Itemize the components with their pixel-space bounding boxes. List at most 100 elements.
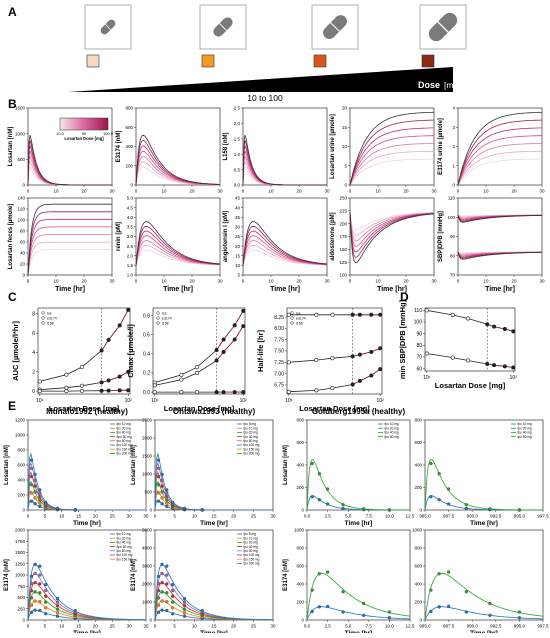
dose-curve [349, 211, 435, 264]
observed-point [29, 499, 34, 503]
x-tick-label: 15 [76, 514, 82, 519]
y-tick-label: 1.0 [234, 152, 241, 157]
observed-point [341, 590, 345, 594]
x-tick-label: 0 [242, 279, 245, 284]
observed-point [33, 490, 37, 494]
series-line-highdose [352, 368, 381, 385]
observed-point [341, 503, 345, 507]
legend-label: fpo 150 mg [244, 557, 260, 561]
data-point [241, 324, 246, 329]
x-tick-label: 30 [539, 279, 545, 284]
observed-point [29, 610, 34, 614]
legend-marker [290, 311, 294, 315]
y-axis-title: Losartan urine [µmole] [330, 114, 336, 179]
observed-point [38, 573, 42, 577]
data-point [330, 386, 335, 391]
series-line-highdose [216, 310, 244, 351]
dose-curve [27, 249, 112, 276]
y-axis-title: AUC [µmole/l*hr] [11, 321, 20, 381]
x-tick-label: 2.5 [324, 514, 331, 519]
y-tick-label: 600 [414, 564, 422, 569]
observed-point [165, 582, 169, 586]
data-point [350, 382, 355, 387]
dose-curve [457, 143, 543, 186]
observed-point [160, 490, 164, 494]
y-tick-label: 0 [22, 508, 25, 513]
study-plot: 0.0 2.5 5.0 7.5 10.0 12.5 0 200 400 600 800 1000 E31… [283, 528, 415, 637]
observed-point [464, 506, 468, 511]
y-tick-label: 3000 [142, 564, 153, 569]
x-tick-label: 20 [93, 514, 99, 519]
y-tick-label: 20 [20, 262, 26, 267]
observed-point [361, 507, 366, 511]
dose-curve [349, 111, 434, 186]
data-point [126, 388, 131, 393]
y-tick-label: 600 [296, 564, 304, 569]
observed-point [38, 582, 42, 586]
x-tick-label: 0 [154, 514, 157, 519]
legend-marker [290, 316, 294, 320]
observed-point [341, 506, 345, 511]
y-tick-label: 2000 [142, 582, 153, 587]
study-plot-frame [424, 529, 544, 621]
x-tick-label: 20 [403, 189, 409, 194]
y-tick-label: 4.0 [127, 215, 134, 220]
panel-b-plot: 0 10 20 30 0 200 400 600 800 E3174 [nM] [116, 106, 223, 194]
y-tick-label: 6.75 [274, 383, 284, 389]
legend-marker [156, 311, 160, 315]
y-tick-label: 7.00 [274, 371, 284, 377]
y-tick-label: 0 [344, 183, 347, 188]
x-tick-label: 0.0 [304, 624, 311, 629]
dose-curve [135, 140, 221, 186]
observed-point [44, 594, 48, 598]
dose-swatch [201, 54, 215, 68]
panel-b-plot: 0 10 20 30 0.0 0.5 1.0 1.5 2.0 2.5 L158 [nM] [223, 106, 330, 194]
observed-point [38, 591, 42, 595]
data-point [450, 312, 455, 317]
data-point [64, 372, 69, 377]
data-point [126, 369, 131, 374]
data-point [221, 337, 226, 342]
y-tick-label: 20 [342, 106, 348, 111]
x-tick-label: 20 [231, 624, 237, 629]
study-curve [306, 606, 410, 621]
y-axis-title: SBP|DPB [mmHg] [438, 211, 444, 262]
x-tick-label: 0 [349, 279, 352, 284]
data-point [286, 312, 291, 317]
x-axis-title: Losartan Dose [mg] [164, 404, 235, 413]
legend-label: fpo 80 mg [518, 435, 532, 439]
dose-curve [135, 221, 221, 266]
observed-point [488, 613, 492, 617]
y-tick-label: 800 [296, 418, 304, 423]
observed-point [171, 500, 175, 505]
dose-unit: [mg] [444, 80, 461, 90]
colorbar-bar [59, 117, 109, 131]
panel-b-plot: 0 10 20 30 1.0 1.5 2.0 2.5 3.0 3.5 4.0 4.5 5.0 renin … [116, 196, 223, 293]
panel-e: E [8, 399, 16, 413]
colorbar-tick: 10.0 [56, 131, 65, 136]
x-tick-label: 30 [324, 189, 330, 194]
x-tick-label: 10² [125, 398, 133, 404]
dose-curve [349, 211, 435, 247]
data-point [485, 322, 490, 327]
observed-point [437, 472, 441, 476]
y-tick-label: 8.25 [274, 315, 284, 321]
y-tick-label: 2.5 [127, 244, 134, 249]
observed-point [341, 610, 345, 614]
dose-curve [242, 221, 328, 266]
observed-point [55, 607, 60, 611]
y-tick-label: 1.5 [234, 137, 241, 142]
y-tick-label: 0.2 [143, 371, 150, 377]
observed-point [488, 507, 492, 511]
x-tick-label: 5 [173, 624, 176, 629]
y-tick-label: 30 [235, 225, 241, 230]
data-point [466, 358, 471, 363]
y-tick-label: 1250 [15, 561, 26, 566]
y-tick-label: 1000 [15, 433, 26, 438]
observed-point [156, 491, 161, 495]
legend-label: fpo 5 mg [244, 532, 257, 536]
dose-response-frame [152, 307, 246, 395]
observed-point [437, 498, 441, 502]
legend-label: fpo 80 mg [385, 435, 399, 439]
